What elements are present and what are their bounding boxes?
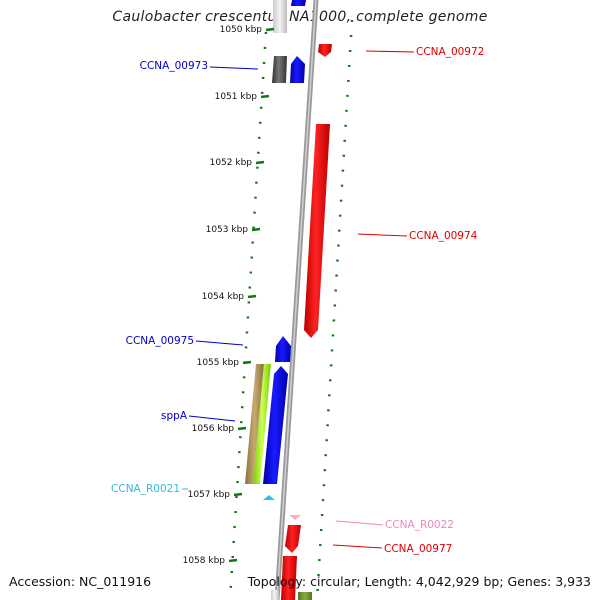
accession-text: Accession: NC_011916 (9, 574, 152, 589)
gene-leader-line (357, 233, 408, 237)
gene-leader-line (195, 340, 244, 346)
gene-feature[interactable] (290, 56, 305, 83)
gene-labels: CCNA_00972 CCNA_00973 CCNA_00974 CCNA_00975… (111, 46, 484, 555)
outer-tick-track (315, 19, 354, 600)
map-title: Caulobacter crescentus NA1000, complete … (112, 9, 488, 25)
kbp-tick-mark (255, 160, 265, 165)
gene-feature[interactable] (281, 556, 297, 600)
gene-label[interactable]: CCNA_R0021 (111, 483, 180, 495)
gene-feature[interactable] (275, 336, 291, 362)
kbp-tick-label: 1051 kbp (215, 92, 258, 102)
kbp-tick-label: 1050 kbp (220, 25, 263, 35)
kbp-ticks: 1050 kbp 1051 kbp 1052 kbp 1053 kbp 1054 kbp… (183, 25, 275, 566)
gene-feature[interactable] (272, 56, 287, 83)
gene-leader-line (332, 544, 383, 549)
gene-feature[interactable] (273, 0, 287, 33)
gene-feature[interactable] (318, 44, 332, 57)
topology-text: Topology: circular; Length: 4,042,929 bp… (247, 574, 591, 589)
genome-backbone-highlight (276, 0, 317, 600)
kbp-tick-mark (247, 294, 257, 299)
kbp-tick-label: 1058 kbp (183, 556, 226, 566)
gene-feature[interactable] (304, 124, 330, 338)
gene-label[interactable]: CCNA_00975 (126, 335, 194, 347)
kbp-tick-mark (233, 492, 243, 497)
kbp-tick-mark (265, 27, 275, 32)
kbp-tick-label: 1053 kbp (206, 225, 249, 235)
gene-label[interactable]: CCNA_00974 (409, 230, 478, 242)
kbp-tick-mark (260, 94, 270, 99)
gene-leader-line (335, 520, 384, 526)
kbp-tick-mark (237, 426, 247, 431)
gene-feature[interactable] (263, 366, 288, 484)
gene-label[interactable]: sppA (161, 410, 188, 422)
gene-feature[interactable] (271, 590, 279, 600)
gene-leader-line (365, 50, 415, 53)
gene-label[interactable]: CCNA_R0022 (385, 519, 454, 531)
gene-leader-line (188, 415, 236, 422)
kbp-tick-mark (251, 227, 261, 232)
gene-label[interactable]: CCNA_00973 (140, 60, 208, 72)
gene-feature[interactable] (289, 515, 301, 520)
gene-feature[interactable] (245, 364, 264, 484)
gene-feature[interactable] (298, 592, 312, 600)
gene-feature[interactable] (263, 495, 275, 500)
kbp-tick-label: 1056 kbp (192, 424, 235, 434)
kbp-tick-label: 1055 kbp (197, 358, 240, 368)
gene-label[interactable]: CCNA_00972 (416, 46, 484, 58)
kbp-tick-mark (228, 558, 238, 563)
gene-feature[interactable] (253, 364, 271, 484)
gene-label[interactable]: CCNA_00977 (384, 543, 452, 555)
kbp-tick-label: 1054 kbp (202, 292, 245, 302)
inner-tick-track (228, 31, 268, 600)
kbp-tick-label: 1057 kbp (188, 490, 231, 500)
kbp-tick-label: 1052 kbp (210, 158, 253, 168)
gene-feature[interactable] (291, 0, 306, 6)
gene-leader-line (209, 66, 259, 70)
kbp-tick-mark (242, 360, 252, 365)
gene-feature[interactable] (285, 525, 301, 553)
